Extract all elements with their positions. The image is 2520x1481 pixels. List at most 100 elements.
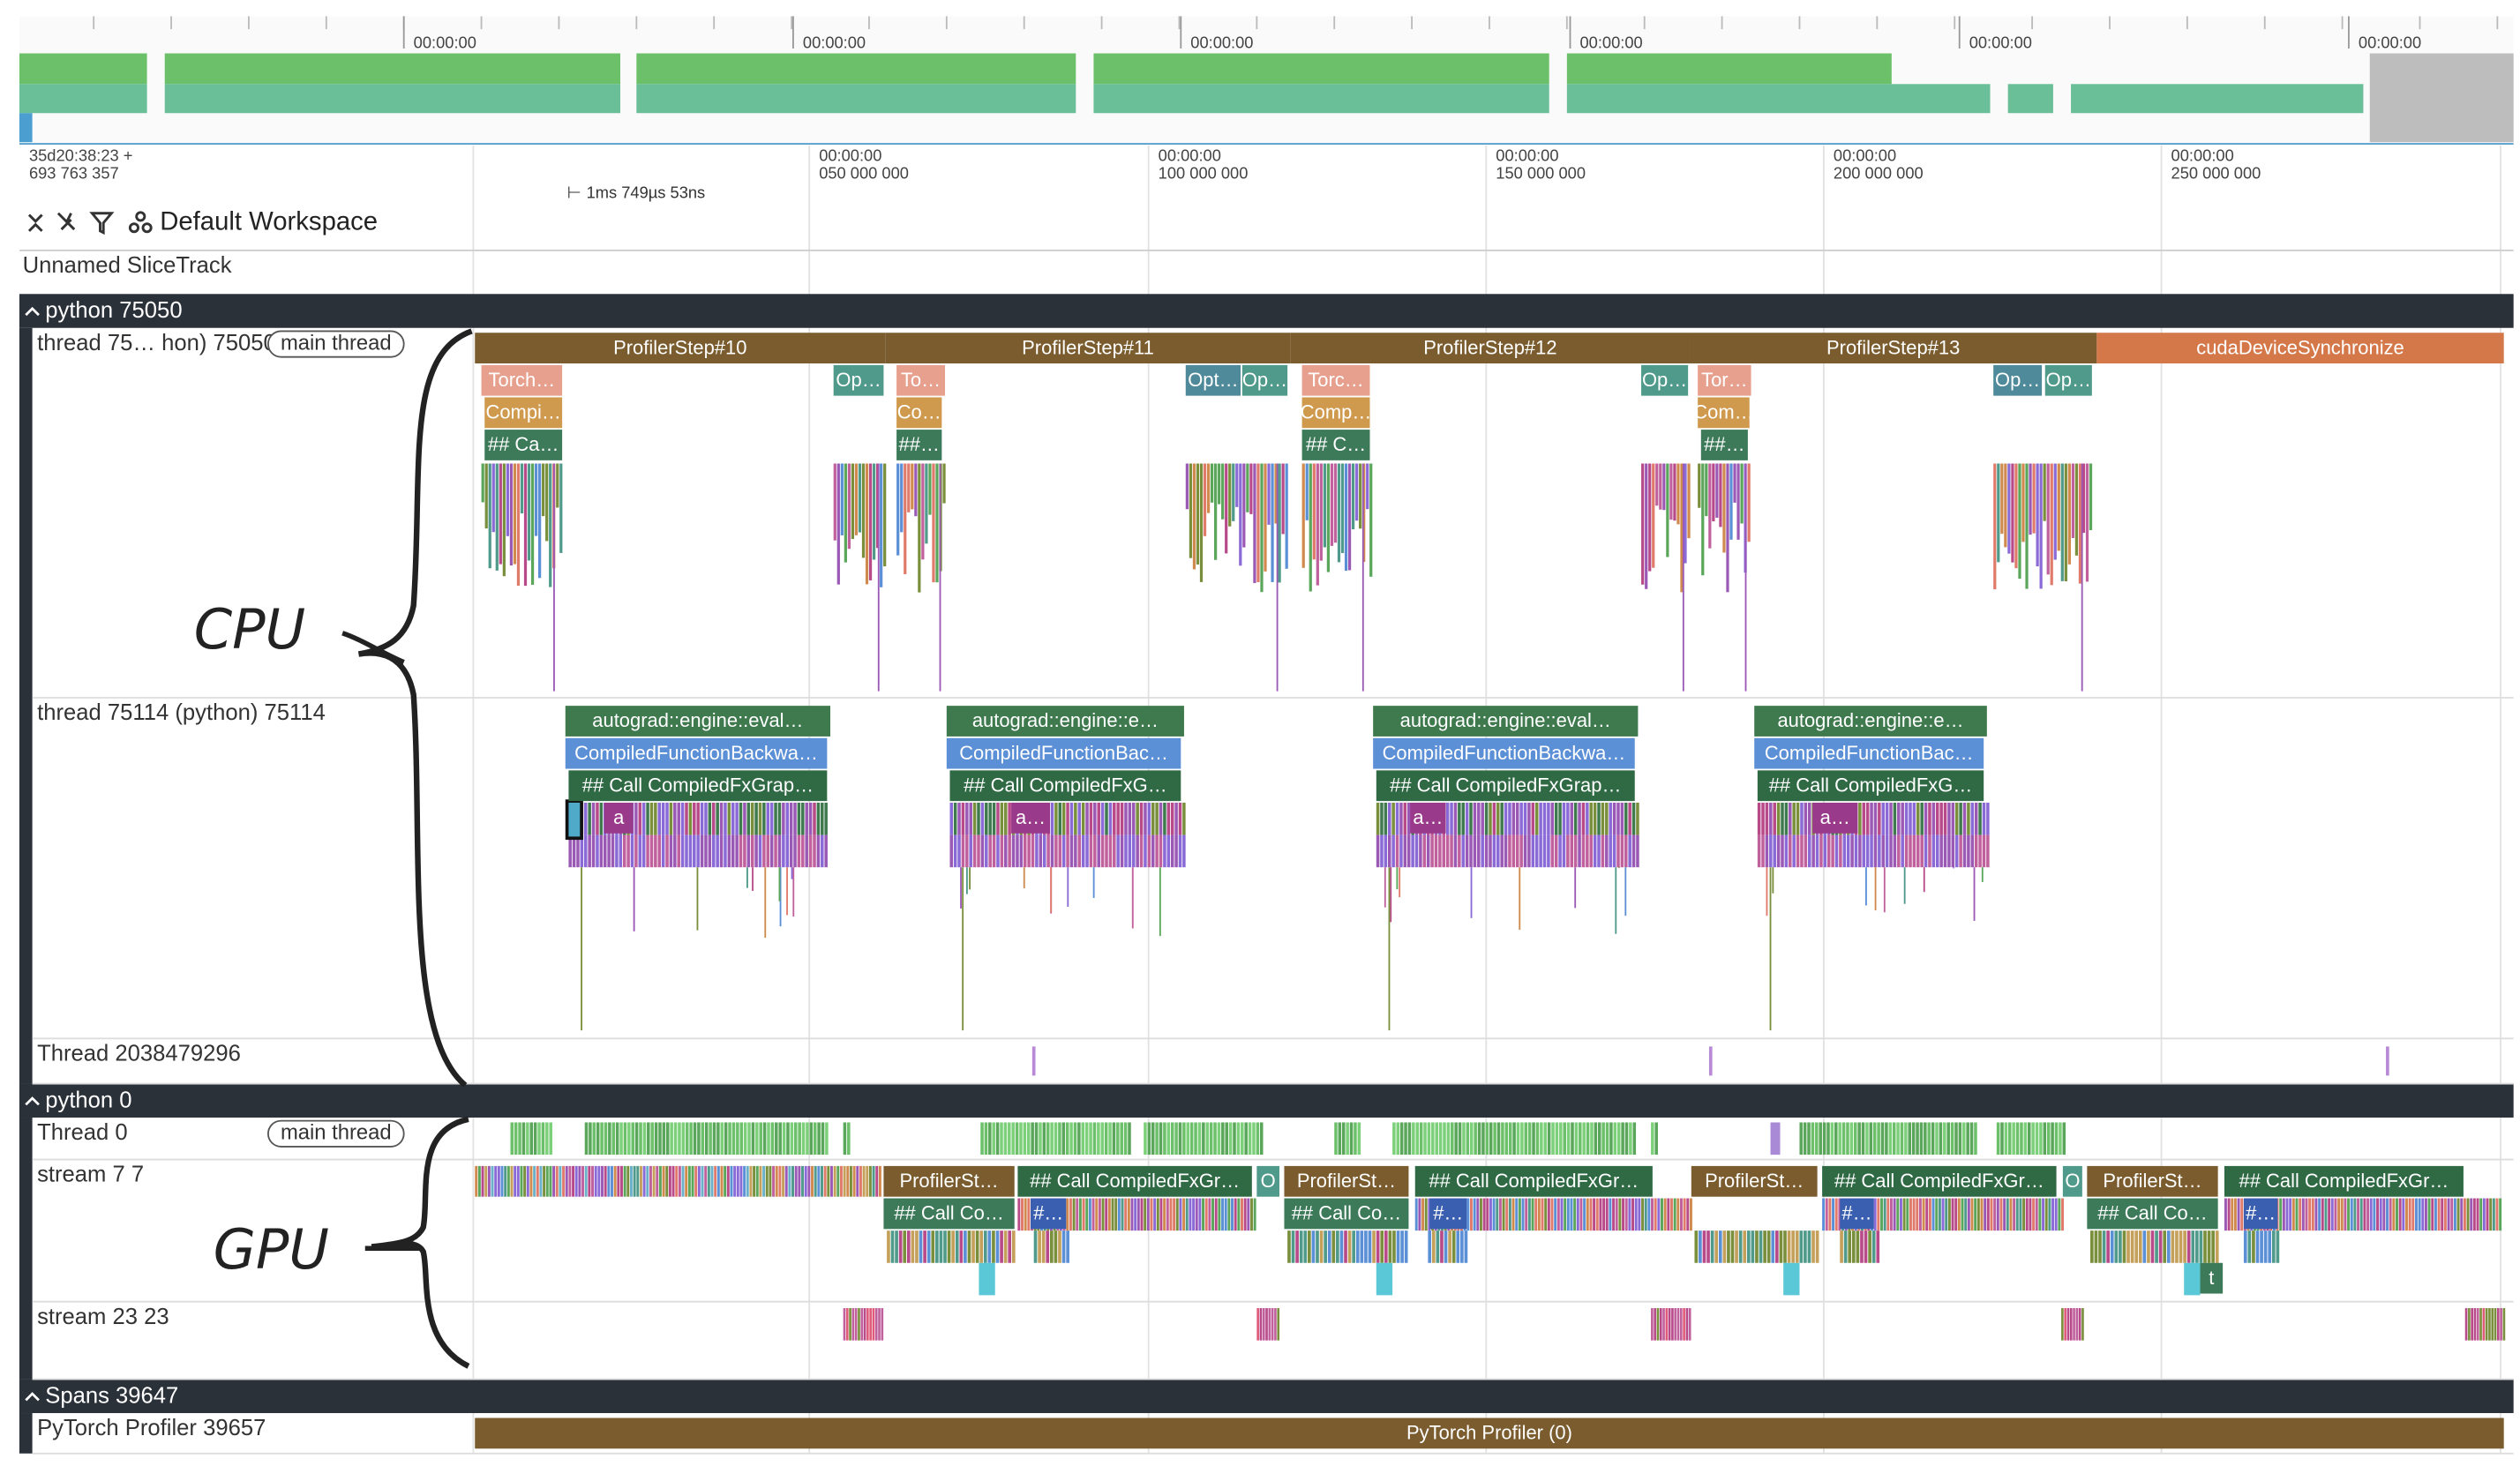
slice[interactable] — [883, 1198, 1015, 1230]
slice[interactable] — [568, 770, 828, 802]
slice[interactable] — [484, 430, 563, 460]
slice-fragment — [555, 1165, 559, 1197]
slice-label: Compi… — [485, 401, 560, 423]
slice[interactable] — [565, 706, 831, 737]
slice-fragment — [996, 834, 1000, 868]
slice[interactable] — [2087, 1165, 2218, 1197]
slice-fragment — [1368, 1230, 1372, 1263]
selected-slice[interactable] — [565, 799, 583, 841]
slice[interactable] — [1840, 1198, 1874, 1230]
slice-fragment — [866, 1165, 869, 1197]
slice[interactable] — [475, 333, 886, 364]
slice[interactable] — [946, 706, 1184, 737]
slice[interactable] — [1301, 397, 1370, 429]
slice-fragment — [523, 463, 528, 587]
slice[interactable] — [949, 770, 1181, 802]
slice[interactable] — [1373, 737, 1635, 769]
slice[interactable] — [1812, 802, 1858, 834]
slice[interactable] — [1822, 1165, 2057, 1197]
slice-fragment — [1962, 1122, 1966, 1156]
slice[interactable] — [2062, 1165, 2082, 1197]
slice[interactable] — [1256, 1165, 1279, 1197]
group-header[interactable] — [19, 1379, 2514, 1414]
slice[interactable] — [1185, 364, 1241, 396]
slice[interactable] — [1414, 1165, 1653, 1197]
slice[interactable] — [2044, 364, 2092, 396]
slice[interactable] — [2224, 1165, 2464, 1197]
slice[interactable] — [883, 1165, 1015, 1197]
slice[interactable] — [1698, 397, 1750, 429]
slice[interactable] — [475, 1417, 2504, 1449]
slice[interactable] — [1373, 706, 1639, 737]
slice-fragment — [1081, 834, 1085, 868]
slice-fragment — [2062, 1122, 2066, 1156]
slice[interactable] — [1691, 1165, 1818, 1197]
slice-fragment — [774, 834, 777, 868]
slice[interactable] — [481, 364, 563, 396]
slice[interactable] — [1641, 364, 1689, 396]
slice[interactable] — [946, 737, 1181, 769]
slice-fragment — [1751, 1230, 1755, 1263]
slice[interactable] — [896, 364, 945, 396]
slice[interactable] — [1700, 430, 1748, 460]
collapse-caret[interactable] — [25, 1392, 40, 1402]
slice-fragment — [649, 802, 654, 835]
slice[interactable] — [565, 737, 828, 769]
slice[interactable] — [1410, 802, 1446, 834]
slice[interactable] — [896, 430, 942, 460]
slice-fragment — [2012, 1122, 2015, 1156]
slice[interactable] — [1301, 364, 1370, 396]
slice[interactable] — [833, 364, 884, 396]
group-header[interactable] — [19, 294, 2514, 328]
slice[interactable] — [1754, 706, 1987, 737]
slice-fragment — [2036, 463, 2039, 567]
slice[interactable] — [2243, 1198, 2278, 1230]
slice[interactable] — [1429, 1198, 1467, 1230]
slice-fragment — [1527, 1122, 1532, 1156]
slice-fragment — [716, 802, 719, 835]
slice[interactable] — [1698, 364, 1751, 396]
slice[interactable] — [1376, 770, 1635, 802]
slice[interactable] — [1757, 770, 1984, 802]
slice[interactable] — [1290, 333, 1690, 364]
slice[interactable] — [1689, 333, 2097, 364]
slice-fragment — [1431, 1122, 1435, 1156]
slice-fragment — [574, 1165, 578, 1197]
slice-fragment — [859, 1165, 862, 1197]
slice[interactable] — [1241, 364, 1288, 396]
slice[interactable] — [1031, 1198, 1067, 1230]
slice[interactable] — [2087, 1198, 2218, 1230]
slice-label: #… — [1433, 1202, 1463, 1224]
slice-label: Com… — [1693, 401, 1753, 423]
slice[interactable] — [896, 397, 942, 429]
slice-fragment — [1017, 1198, 1021, 1231]
slice[interactable] — [1284, 1165, 1409, 1197]
toolbar-icons[interactable] — [27, 211, 153, 236]
slice[interactable] — [1301, 430, 1370, 460]
slice[interactable] — [1017, 1165, 1252, 1197]
slice[interactable] — [604, 802, 634, 834]
slice[interactable] — [1284, 1198, 1409, 1230]
slice-fragment — [797, 834, 801, 868]
slice-fragment — [1997, 463, 2000, 563]
slice[interactable] — [1011, 802, 1050, 834]
collapse-caret[interactable] — [25, 1096, 40, 1106]
slice[interactable] — [1754, 737, 1984, 769]
slice-fragment — [971, 1230, 975, 1263]
slice-fragment — [1182, 802, 1186, 835]
slice[interactable] — [484, 397, 563, 429]
group-header[interactable] — [19, 1083, 2514, 1118]
overview-viewport[interactable] — [2369, 53, 2514, 143]
slice[interactable] — [2096, 333, 2504, 364]
slice-fragment — [1877, 1122, 1880, 1156]
slice-fragment — [2424, 1198, 2427, 1231]
slice-fragment — [1771, 1230, 1775, 1263]
slice-fragment — [992, 1122, 995, 1156]
slice[interactable] — [885, 333, 1291, 364]
slice-fragment — [599, 802, 604, 835]
collapse-caret[interactable] — [25, 306, 40, 317]
slice-fragment — [2035, 1198, 2038, 1231]
slice[interactable] — [1993, 364, 2043, 396]
workspace-title[interactable]: Default Workspace — [160, 206, 378, 236]
slice[interactable] — [2200, 1262, 2224, 1294]
